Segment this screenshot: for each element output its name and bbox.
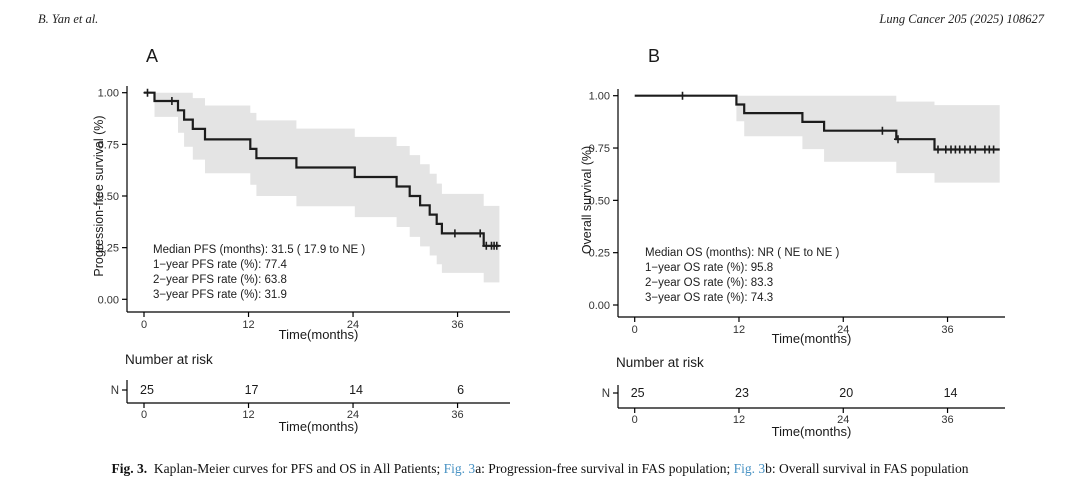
panel-a-label: A	[146, 46, 159, 66]
y-axis-title: Progression-free survival (%)	[92, 115, 106, 276]
risk-count: 14	[349, 383, 363, 397]
x-tick-label: 12	[242, 319, 254, 331]
risk-count: 20	[839, 386, 853, 400]
y-tick-label: 0.75	[589, 143, 610, 155]
risk-x-tick-label: 24	[347, 409, 359, 421]
x-tick-label: 0	[632, 324, 638, 336]
censor-mark	[450, 229, 459, 238]
censor-mark	[143, 88, 152, 97]
censor-mark	[476, 229, 485, 238]
x-tick-label: 36	[451, 319, 463, 331]
os-median-line: Median OS (months): NR ( NE to NE )	[645, 247, 840, 259]
risk-x-tick-label: 0	[141, 409, 147, 421]
plot-axis-lines	[617, 89, 1005, 318]
km-step-curve	[634, 94, 1000, 151]
km-step-curve	[144, 91, 500, 247]
risk-count: 25	[631, 386, 645, 400]
risk-count: 14	[944, 386, 958, 400]
plot-axis-lines	[126, 86, 510, 313]
km-plot-pfs: 0.00 0.25 0.50 0.75 1.00 0 12 24 36 Progression-f…	[92, 86, 510, 421]
censor-mark	[971, 145, 980, 154]
y-tick-label: 0.50	[589, 195, 610, 207]
figure-caption: Fig. 3. Kaplan-Meier curves for PFS and …	[0, 461, 1080, 477]
os-1yr-line: 1−year OS rate (%): 95.8	[645, 262, 774, 274]
risk-count: 23	[735, 386, 749, 400]
y-tick-label: 0.00	[98, 294, 119, 306]
censor-mark	[492, 241, 501, 250]
censor-mark	[878, 126, 887, 135]
risk-x-tick-label: 24	[837, 414, 849, 426]
page-header-journal: Lung Cancer 205 (2025) 108627	[879, 12, 1044, 26]
censor-mark	[894, 135, 902, 144]
x-tick-label: 24	[837, 324, 849, 336]
risk-axis-lines	[617, 385, 1005, 409]
y-tick-label: 1.00	[589, 91, 610, 103]
risk-count: 17	[245, 383, 259, 397]
risk-x-tick-label: 36	[451, 409, 463, 421]
page-header-author: B. Yan et al.	[38, 12, 99, 26]
os-number-at-risk-title: Number at risk	[616, 355, 704, 370]
risk-count: 6	[457, 383, 464, 397]
y-tick-label: 0.00	[589, 300, 610, 312]
pfs-3yr-line: 3−year PFS rate (%): 31.9	[153, 289, 287, 301]
risk-count: 25	[140, 383, 154, 397]
pfs-x-axis-title: Time(months)	[278, 327, 359, 342]
y-tick-label: 0.75	[98, 139, 119, 151]
risk-x-tick-label: 12	[242, 409, 254, 421]
caption-text-2: a: Progression-free survival in FAS popu…	[475, 461, 734, 476]
y-tick-label: 1.00	[98, 88, 119, 100]
caption-figure-label: Fig. 3.	[111, 461, 148, 476]
pfs-annotation: Median PFS (months): 31.5 ( 17.9 to NE )…	[153, 243, 365, 303]
risk-axis-lines	[126, 380, 510, 404]
x-tick-label: 36	[941, 324, 953, 336]
censor-mark	[678, 91, 687, 100]
caption-fig3a-link[interactable]: Fig. 3	[443, 461, 476, 476]
x-tick-label: 12	[733, 324, 745, 336]
os-annotation: Median OS (months): NR ( NE to NE ) 1−ye…	[645, 246, 839, 306]
y-tick-label: 0.25	[98, 243, 119, 255]
x-tick-label: 24	[347, 319, 359, 331]
confidence-band	[736, 95, 1000, 183]
risk-x-tick-label: 12	[733, 414, 745, 426]
os-3yr-line: 3−year OS rate (%): 74.3	[645, 292, 774, 304]
km-plot-os: 0.00 0.25 0.50 0.75 1.00 0 12 24 36 Overall survi…	[580, 89, 1005, 426]
pfs-1yr-line: 1−year PFS rate (%): 77.4	[153, 259, 287, 271]
y-tick-label: 0.25	[589, 248, 610, 260]
pfs-risk-x-axis-title: Time(months)	[278, 419, 359, 434]
panel-b-label: B	[648, 46, 661, 66]
os-risk-x-axis-title: Time(months)	[771, 424, 852, 439]
os-x-axis-title: Time(months)	[771, 331, 852, 346]
risk-row-label: N	[602, 388, 610, 400]
censor-mark	[989, 145, 998, 154]
pfs-number-at-risk-title: Number at risk	[125, 352, 213, 367]
pfs-2yr-line: 2−year PFS rate (%): 63.8	[153, 274, 287, 286]
risk-row-label: N	[111, 385, 119, 397]
y-tick-label: 0.50	[98, 191, 119, 203]
censor-mark	[167, 97, 176, 105]
risk-x-tick-label: 0	[632, 414, 638, 426]
os-2yr-line: 2−year OS rate (%): 83.3	[645, 277, 774, 289]
censor-mark	[934, 145, 942, 154]
caption-fig3b-link[interactable]: Fig. 3	[733, 461, 766, 476]
risk-x-tick-label: 36	[941, 414, 953, 426]
x-tick-label: 0	[141, 319, 147, 331]
caption-text-1: Kaplan-Meier curves for PFS and OS in Al…	[147, 461, 444, 476]
y-axis-title: Overall survival (%)	[580, 146, 594, 254]
caption-text-3: b: Overall survival in FAS population	[765, 461, 969, 476]
pfs-median-line: Median PFS (months): 31.5 ( 17.9 to NE )	[153, 244, 366, 256]
